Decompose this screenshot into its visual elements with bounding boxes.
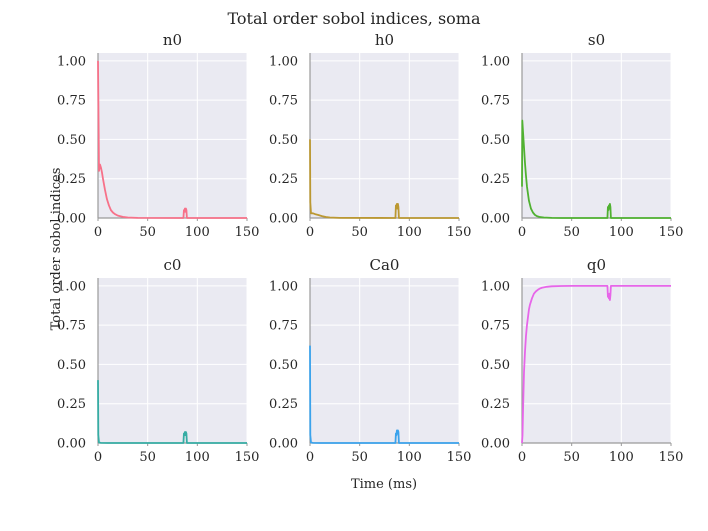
figure-xlabel: Time (ms) (351, 477, 417, 492)
subplot: 0 50 100 150 0.00 0.25 0.50 0.75 1.00 c0 (57, 256, 259, 465)
y-tick-label: 0.75 (269, 94, 298, 109)
x-tick-label: 50 (139, 450, 156, 465)
y-tick-label: 0.50 (481, 358, 510, 373)
y-tick-label: 1.00 (269, 279, 298, 294)
y-tick-label: 0.50 (57, 133, 86, 148)
y-tick-label: 1.00 (481, 279, 510, 294)
y-tick-label: 0.00 (57, 212, 86, 227)
y-tick-label: 0.00 (269, 212, 298, 227)
x-tick-label: 100 (185, 450, 210, 465)
x-tick-label: 150 (235, 225, 260, 240)
x-tick-label: 50 (563, 225, 580, 240)
x-tick-label: 150 (447, 225, 472, 240)
y-tick-label: 0.00 (57, 437, 86, 452)
y-tick-label: 0.75 (269, 319, 298, 334)
y-tick-label: 0.75 (481, 319, 510, 334)
y-tick-label: 0.25 (57, 397, 86, 412)
subplot-title: n0 (163, 31, 182, 49)
series-line (521, 284, 671, 444)
y-tick-label: 1.00 (57, 54, 86, 69)
series-line (309, 139, 459, 219)
y-tick-label: 0.00 (481, 212, 510, 227)
subplot: 0 50 100 150 0.00 0.25 0.50 0.75 1.00 q0 (481, 256, 683, 465)
subplot: 0 50 100 150 0.00 0.25 0.50 0.75 1.00 h0 (269, 31, 471, 240)
series-line (97, 60, 247, 219)
x-tick-label: 100 (397, 450, 422, 465)
x-tick-label: 0 (518, 450, 526, 465)
y-tick-label: 0.25 (481, 397, 510, 412)
y-tick-label: 0.00 (269, 437, 298, 452)
y-tick-label: 1.00 (269, 54, 298, 69)
y-tick-label: 0.50 (57, 358, 86, 373)
subplot-title: Ca0 (370, 256, 400, 274)
subplot: 0 50 100 150 0.00 0.25 0.50 0.75 1.00 n0 (57, 31, 259, 240)
x-tick-label: 150 (659, 225, 684, 240)
x-tick-label: 150 (447, 450, 472, 465)
plot-background (310, 278, 459, 443)
subplot-title: s0 (588, 31, 605, 49)
figure-title: Total order sobol indices, soma (227, 9, 480, 28)
subplot-title: h0 (375, 31, 394, 49)
y-tick-label: 1.00 (57, 279, 86, 294)
x-tick-label: 100 (609, 450, 634, 465)
series-line (521, 119, 671, 219)
subplot-title: q0 (587, 256, 606, 274)
subplot-grid: 0 50 100 150 0.00 0.25 0.50 0.75 1.00 n0 0 50 100 150… (57, 31, 683, 465)
y-tick-label: 0.25 (269, 172, 298, 187)
x-tick-label: 0 (306, 450, 314, 465)
y-tick-label: 0.25 (269, 397, 298, 412)
subplot: 0 50 100 150 0.00 0.25 0.50 0.75 1.00 Ca0 (269, 256, 471, 465)
x-tick-label: 150 (659, 450, 684, 465)
x-tick-label: 0 (94, 450, 102, 465)
x-tick-label: 0 (518, 225, 526, 240)
plot-background (310, 53, 459, 218)
y-tick-label: 0.25 (57, 172, 86, 187)
subplot-title: c0 (164, 256, 182, 274)
x-tick-label: 100 (397, 225, 422, 240)
y-tick-label: 0.25 (481, 172, 510, 187)
y-tick-label: 0.75 (57, 319, 86, 334)
figure-ylabel: Total order sobol indices (49, 168, 64, 331)
x-tick-label: 50 (351, 450, 368, 465)
subplot: 0 50 100 150 0.00 0.25 0.50 0.75 1.00 s0 (481, 31, 683, 240)
y-tick-label: 0.50 (481, 133, 510, 148)
plot-background (522, 278, 671, 443)
x-tick-label: 0 (94, 225, 102, 240)
y-tick-label: 0.50 (269, 133, 298, 148)
x-tick-label: 50 (139, 225, 156, 240)
plot-background (98, 278, 247, 443)
x-tick-label: 100 (185, 225, 210, 240)
x-tick-label: 50 (351, 225, 368, 240)
series-line (309, 345, 459, 444)
y-tick-label: 0.75 (481, 94, 510, 109)
x-tick-label: 100 (609, 225, 634, 240)
y-tick-label: 0.75 (57, 94, 86, 109)
series-line (97, 380, 247, 444)
x-tick-label: 50 (563, 450, 580, 465)
y-tick-label: 1.00 (481, 54, 510, 69)
y-tick-label: 0.50 (269, 358, 298, 373)
plot-background (98, 53, 247, 218)
y-tick-label: 0.00 (481, 437, 510, 452)
x-tick-label: 0 (306, 225, 314, 240)
x-tick-label: 150 (235, 450, 260, 465)
plot-background (522, 53, 671, 218)
